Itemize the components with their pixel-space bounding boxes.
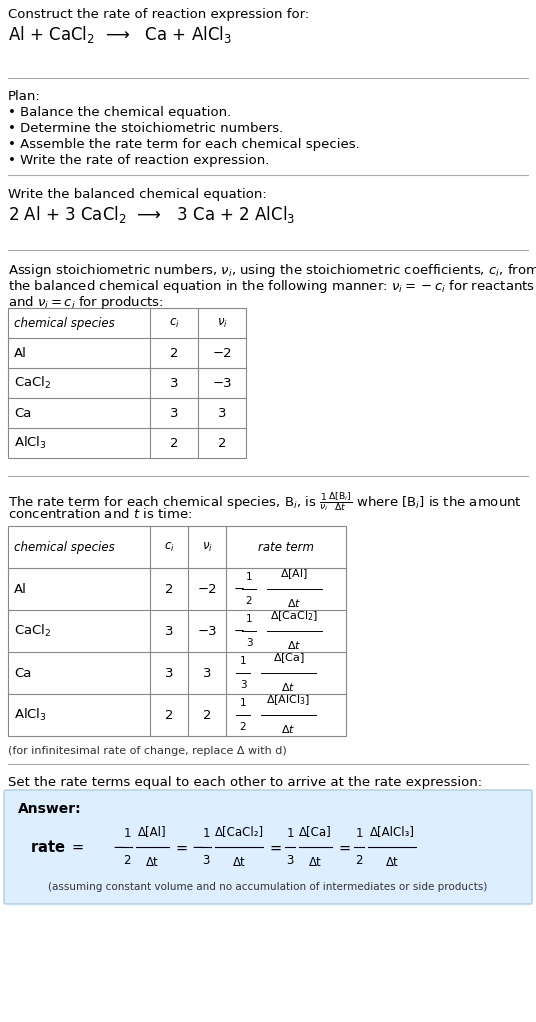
- Text: 1: 1: [202, 827, 210, 840]
- Text: 3: 3: [170, 376, 178, 389]
- Text: Δ[Ca]: Δ[Ca]: [299, 825, 332, 838]
- Text: Δt: Δt: [233, 856, 245, 869]
- Text: 2: 2: [170, 436, 178, 450]
- Text: −3: −3: [197, 624, 217, 638]
- Text: Answer:: Answer:: [18, 802, 81, 816]
- Text: Construct the rate of reaction expression for:: Construct the rate of reaction expressio…: [8, 8, 309, 21]
- Text: Al + CaCl$_2$  ⟶   Ca + AlCl$_3$: Al + CaCl$_2$ ⟶ Ca + AlCl$_3$: [8, 24, 232, 45]
- Text: 3: 3: [202, 854, 210, 867]
- Text: $=$: $=$: [336, 839, 352, 854]
- Text: $\Delta$[Al]: $\Delta$[Al]: [280, 567, 309, 580]
- Text: Δ[CaCl₂]: Δ[CaCl₂]: [214, 825, 264, 838]
- Text: 2: 2: [170, 346, 178, 360]
- Text: $\Delta t$: $\Delta t$: [281, 723, 296, 735]
- FancyBboxPatch shape: [4, 790, 532, 904]
- Text: 2: 2: [240, 722, 247, 732]
- Text: 1: 1: [286, 827, 294, 840]
- Text: $c_i$: $c_i$: [163, 541, 174, 554]
- Text: $=$: $=$: [173, 839, 189, 854]
- Text: AlCl$_3$: AlCl$_3$: [14, 435, 47, 451]
- Text: Assign stoichiometric numbers, $\nu_i$, using the stoichiometric coefficients, $: Assign stoichiometric numbers, $\nu_i$, …: [8, 262, 536, 279]
- Text: $\Delta$[AlCl$_3$]: $\Delta$[AlCl$_3$]: [266, 693, 311, 707]
- Text: 2: 2: [203, 708, 211, 722]
- Text: the balanced chemical equation in the following manner: $\nu_i = -c_i$ for react: the balanced chemical equation in the fo…: [8, 278, 535, 295]
- Text: 3: 3: [165, 666, 173, 680]
- Text: Plan:: Plan:: [8, 90, 41, 103]
- Text: −: −: [234, 583, 245, 596]
- Text: $\nu_i$: $\nu_i$: [202, 541, 212, 554]
- Text: −: −: [191, 839, 203, 854]
- Text: The rate term for each chemical species, B$_i$, is $\frac{1}{\nu_i}\frac{\Delta[: The rate term for each chemical species,…: [8, 490, 522, 513]
- Text: 1: 1: [245, 614, 252, 624]
- Text: 3: 3: [286, 854, 294, 867]
- Text: 2: 2: [165, 708, 173, 722]
- Text: AlCl$_3$: AlCl$_3$: [14, 707, 47, 723]
- Text: $\Delta t$: $\Delta t$: [287, 639, 302, 651]
- Text: (for infinitesimal rate of change, replace Δ with d): (for infinitesimal rate of change, repla…: [8, 746, 287, 756]
- Text: −2: −2: [212, 346, 232, 360]
- Text: −: −: [112, 839, 124, 854]
- Text: 3: 3: [165, 624, 173, 638]
- Text: $\Delta$[CaCl$_2$]: $\Delta$[CaCl$_2$]: [270, 609, 318, 623]
- Bar: [8, 526, 346, 736]
- Text: 3: 3: [203, 666, 211, 680]
- Text: • Determine the stoichiometric numbers.: • Determine the stoichiometric numbers.: [8, 122, 283, 135]
- Text: 2: 2: [123, 854, 131, 867]
- Text: 3: 3: [240, 680, 247, 690]
- Text: 3: 3: [218, 407, 226, 419]
- Text: CaCl$_2$: CaCl$_2$: [14, 623, 51, 639]
- Text: $\Delta$[Ca]: $\Delta$[Ca]: [272, 651, 304, 665]
- Text: Al: Al: [14, 583, 27, 596]
- Text: $=$: $=$: [267, 839, 282, 854]
- Text: 2: 2: [218, 436, 226, 450]
- Text: Set the rate terms equal to each other to arrive at the rate expression:: Set the rate terms equal to each other t…: [8, 776, 482, 789]
- Text: Ca: Ca: [14, 666, 32, 680]
- Text: −: −: [234, 624, 245, 638]
- Text: 2: 2: [245, 596, 252, 606]
- Text: 1: 1: [240, 656, 247, 666]
- Text: Al: Al: [14, 346, 27, 360]
- Text: 2: 2: [165, 583, 173, 596]
- Text: 1: 1: [123, 827, 131, 840]
- Text: Δ[AlCl₃]: Δ[AlCl₃]: [369, 825, 414, 838]
- Text: $\Delta t$: $\Delta t$: [281, 681, 296, 693]
- Text: • Balance the chemical equation.: • Balance the chemical equation.: [8, 106, 231, 119]
- Text: $\nu_i$: $\nu_i$: [217, 317, 227, 329]
- Text: concentration and $t$ is time:: concentration and $t$ is time:: [8, 507, 192, 521]
- Text: $\Delta t$: $\Delta t$: [287, 597, 302, 609]
- Bar: [8, 308, 246, 458]
- Text: $c_i$: $c_i$: [169, 317, 180, 329]
- Text: • Write the rate of reaction expression.: • Write the rate of reaction expression.: [8, 154, 270, 167]
- Text: Ca: Ca: [14, 407, 32, 419]
- Text: −3: −3: [212, 376, 232, 389]
- Text: • Assemble the rate term for each chemical species.: • Assemble the rate term for each chemic…: [8, 138, 360, 151]
- Text: −2: −2: [197, 583, 217, 596]
- Text: Δt: Δt: [309, 856, 322, 869]
- Text: and $\nu_i = c_i$ for products:: and $\nu_i = c_i$ for products:: [8, 294, 163, 311]
- Text: Δt: Δt: [385, 856, 398, 869]
- Text: rate $=$: rate $=$: [30, 839, 85, 855]
- Text: 2 Al + 3 CaCl$_2$  ⟶   3 Ca + 2 AlCl$_3$: 2 Al + 3 CaCl$_2$ ⟶ 3 Ca + 2 AlCl$_3$: [8, 204, 295, 225]
- Text: 1: 1: [245, 572, 252, 582]
- Text: 3: 3: [170, 407, 178, 419]
- Text: chemical species: chemical species: [14, 541, 115, 554]
- Text: Δt: Δt: [146, 856, 159, 869]
- Text: (assuming constant volume and no accumulation of intermediates or side products): (assuming constant volume and no accumul…: [48, 882, 488, 892]
- Text: 3: 3: [245, 638, 252, 648]
- Text: Write the balanced chemical equation:: Write the balanced chemical equation:: [8, 188, 267, 201]
- Text: rate term: rate term: [258, 541, 314, 554]
- Text: 1: 1: [240, 698, 247, 708]
- Text: 1: 1: [355, 827, 363, 840]
- Text: 2: 2: [355, 854, 363, 867]
- Text: CaCl$_2$: CaCl$_2$: [14, 375, 51, 391]
- Text: chemical species: chemical species: [14, 317, 115, 329]
- Text: Δ[Al]: Δ[Al]: [138, 825, 167, 838]
